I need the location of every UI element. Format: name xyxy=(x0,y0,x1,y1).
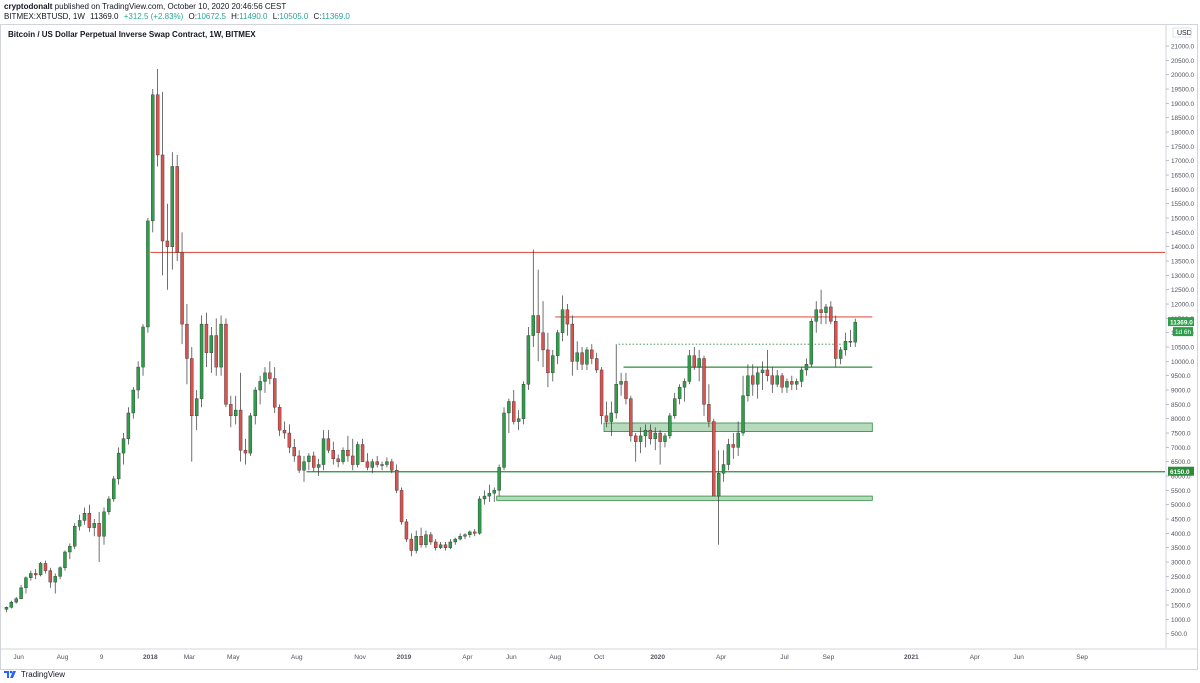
published-text: published on TradingView.com, October 10… xyxy=(52,2,287,11)
symbol-label: BITMEX:XBTUSD, 1W xyxy=(4,12,85,21)
high-label: H: xyxy=(231,12,240,21)
chart-title: Bitcoin / US Dollar Perpetual Inverse Sw… xyxy=(8,30,256,39)
footer: TradingView xyxy=(4,670,65,679)
chart-frame[interactable] xyxy=(0,24,1198,670)
tradingview-logo-icon[interactable] xyxy=(4,670,18,679)
footer-brand[interactable]: TradingView xyxy=(21,670,66,679)
low-label: L: xyxy=(272,12,280,21)
price-change: +312.5 (+2.83%) xyxy=(123,12,184,21)
author-name[interactable]: cryptodonalt xyxy=(4,2,53,11)
symbol-ohlc-bar: BITMEX:XBTUSD, 1W 11369.0 +312.5 (+2.83%… xyxy=(4,12,353,22)
last-price: 11369.0 xyxy=(90,12,119,21)
close-value: 11369.0 xyxy=(321,12,350,21)
publish-info: cryptodonalt published on TradingView.co… xyxy=(4,2,286,12)
close-label: C: xyxy=(313,12,322,21)
open-label: O: xyxy=(188,12,197,21)
open-value: 10672.5 xyxy=(197,12,226,21)
low-value: 10505.0 xyxy=(279,12,309,21)
high-value: 11490.0 xyxy=(239,12,268,21)
